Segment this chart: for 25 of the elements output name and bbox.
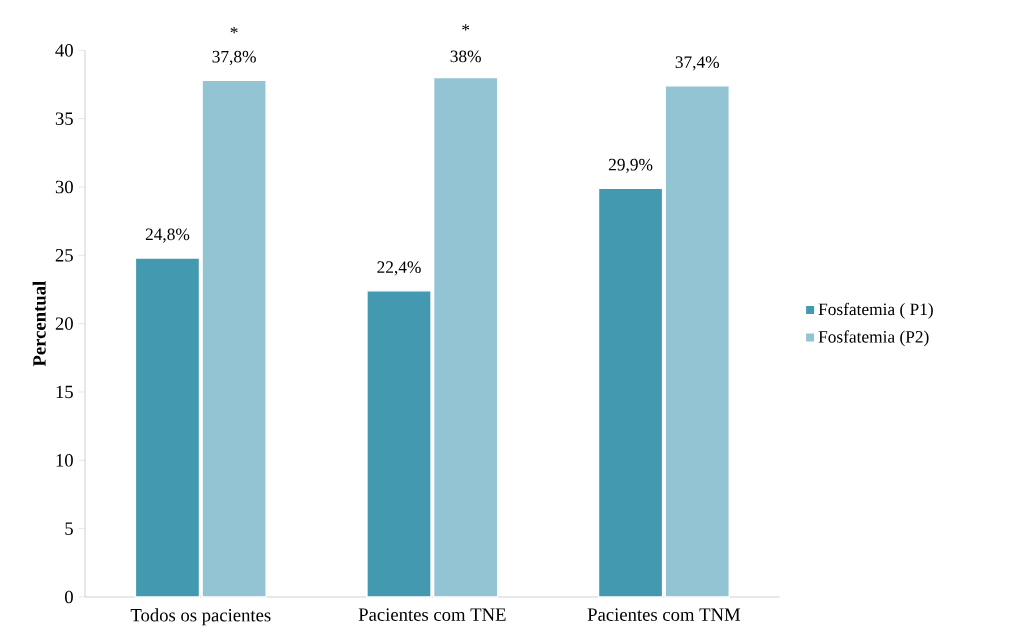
data-label: 37,8%: [212, 50, 256, 66]
y-tick-label: 25: [55, 249, 73, 262]
bar: [597, 187, 664, 598]
data-label: 29,9%: [608, 158, 653, 173]
text: *: [230, 26, 238, 34]
data-label: 38%: [450, 50, 481, 63]
y-tick-label: 35: [55, 112, 73, 125]
data-label: 22,4%: [377, 261, 421, 276]
x-tick-label: Pacientes com TNM: [587, 608, 741, 621]
x-tick-label: Pacientes com TNE: [358, 608, 506, 621]
y-tick-label: 0: [65, 590, 73, 604]
bar: [664, 85, 730, 598]
y-tick-label: 20: [55, 317, 73, 330]
legend-label: Fosfatemia ( P1): [818, 302, 933, 319]
y-tick-label: 40: [55, 44, 73, 57]
y-tick-label: 5: [65, 522, 73, 535]
y-tick-label: 15: [56, 385, 73, 399]
data-label: 37,4%: [675, 56, 720, 71]
legend-label: Fosfatemia (P2): [818, 330, 929, 347]
y-axis-title: Percentual: [32, 281, 46, 367]
y-tick-label: 10: [56, 454, 73, 467]
x-tick-label: Todos os pacientes: [130, 608, 271, 626]
data-label: 24,8%: [145, 228, 190, 243]
text: *: [462, 24, 470, 31]
y-tick-label: 30: [55, 180, 73, 194]
